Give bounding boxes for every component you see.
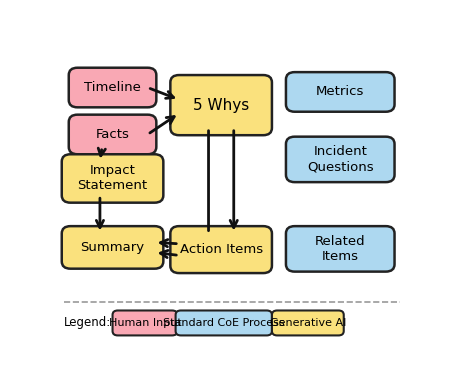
Text: Legend:: Legend: [63,317,110,330]
FancyBboxPatch shape [69,115,156,154]
Text: Facts: Facts [96,128,129,141]
Text: Human Input: Human Input [108,318,181,328]
Text: Metrics: Metrics [315,85,364,98]
FancyBboxPatch shape [285,72,394,112]
FancyBboxPatch shape [170,226,272,273]
Text: Standard CoE Process: Standard CoE Process [163,318,284,328]
FancyBboxPatch shape [112,311,177,335]
Text: Generative AI: Generative AI [269,318,345,328]
Text: Related
Items: Related Items [314,235,365,263]
FancyBboxPatch shape [170,75,272,135]
FancyBboxPatch shape [285,226,394,272]
Text: Impact
Statement: Impact Statement [77,165,147,192]
Text: Incident
Questions: Incident Questions [306,146,373,173]
Text: Action Items: Action Items [179,243,262,256]
Text: 5 Whys: 5 Whys [193,98,249,113]
Text: Summary: Summary [80,241,144,254]
Text: Timeline: Timeline [84,81,141,94]
FancyBboxPatch shape [62,226,163,269]
FancyBboxPatch shape [285,137,394,182]
FancyBboxPatch shape [272,311,343,335]
FancyBboxPatch shape [62,154,163,203]
FancyBboxPatch shape [175,311,272,335]
FancyBboxPatch shape [69,68,156,107]
